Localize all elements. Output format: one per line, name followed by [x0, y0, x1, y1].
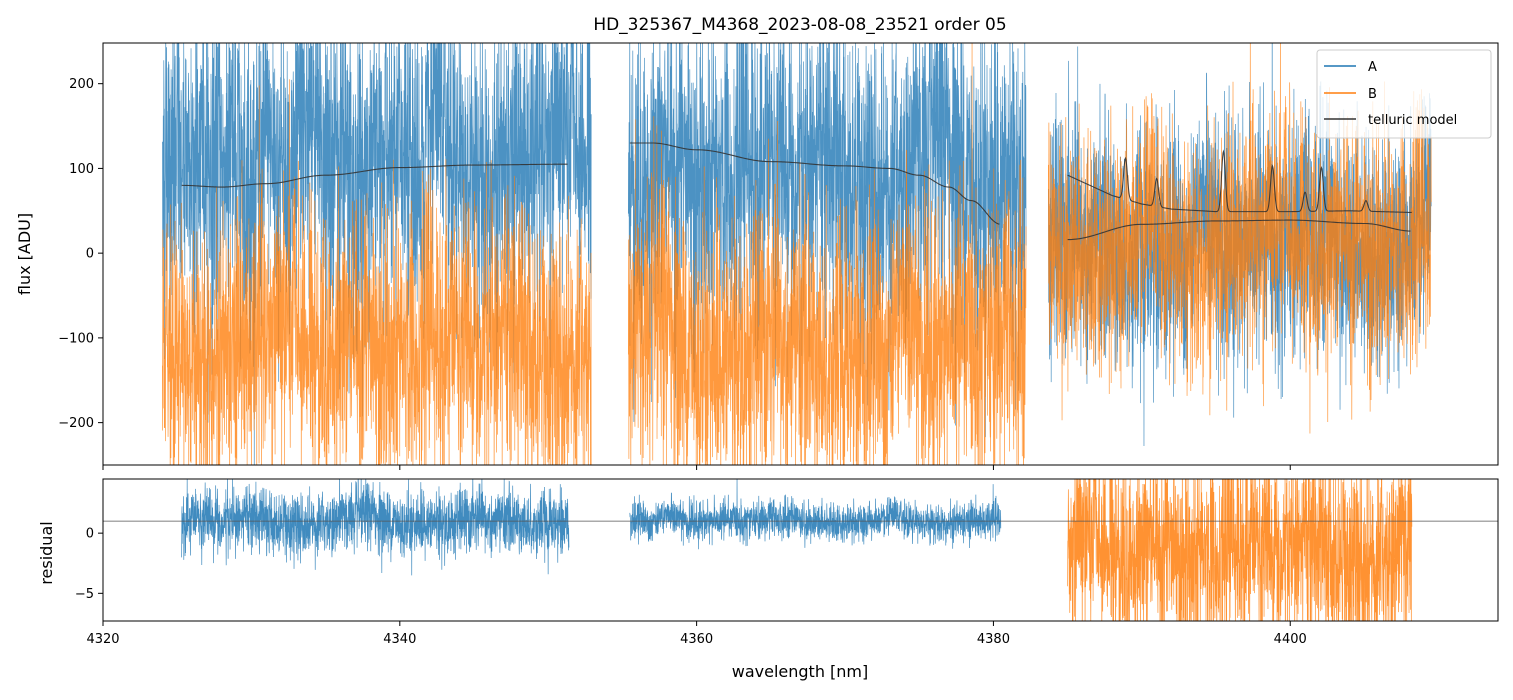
main-plot-area [162, 43, 1432, 465]
residual-y-tick-label: 0 [86, 527, 94, 542]
series-b-segment-2 [1047, 43, 1432, 434]
telluric-model-curve-1 [629, 142, 1000, 225]
telluric-model-emission [1067, 149, 1412, 214]
telluric-model-curve-2 [1067, 219, 1411, 241]
legend-label-telluric: telluric model [1368, 113, 1457, 128]
legend-box [1316, 49, 1492, 139]
residual-axes-frame [102, 478, 1499, 622]
x-tick-label: 4320 [86, 632, 119, 647]
main-y-tick-label: 0 [86, 247, 94, 262]
main-y-tick-label: 100 [69, 162, 94, 177]
legend-label-a: A [1368, 60, 1377, 75]
residual-ticks: −5 0 4320 4340 4360 4380 4400 [75, 527, 1307, 647]
residual-y-tick-label: −5 [75, 587, 94, 602]
residual-series-b-segment-0 [1067, 479, 1413, 621]
residual-plot-area [103, 479, 1498, 621]
main-panel: −200 −100 0 100 200 flux [ADU] A B telluric … [15, 42, 1499, 470]
main-axes-frame [102, 42, 1499, 466]
chart-title: HD_325367_M4368_2023-08-08_23521 order 0… [593, 15, 1006, 35]
main-y-tick-label: −200 [58, 416, 94, 431]
residual-series-a-segment-0 [181, 479, 570, 576]
x-tick-label: 4400 [1274, 632, 1307, 647]
residual-y-axis-label: residual [37, 521, 56, 584]
main-y-ticks: −200 −100 0 100 200 [58, 77, 103, 431]
x-tick-label: 4340 [383, 632, 416, 647]
x-tick-label: 4380 [977, 632, 1010, 647]
main-y-axis-label: flux [ADU] [15, 213, 34, 295]
main-y-tick-label: −100 [58, 331, 94, 346]
x-axis-label: wavelength [nm] [732, 662, 869, 681]
x-tick-label: 4360 [680, 632, 713, 647]
main-x-ticks [102, 465, 1291, 470]
telluric-model-curve-0 [181, 163, 568, 188]
legend: A B telluric model [1316, 49, 1492, 139]
main-y-tick-label: 200 [69, 77, 94, 92]
legend-label-b: B [1368, 87, 1377, 102]
residual-series-a-segment-1 [629, 479, 1002, 550]
residual-panel: −5 0 4320 4340 4360 4380 4400 residual wavelen… [37, 478, 1499, 681]
series-b-segment-0 [162, 79, 592, 465]
series-b-segment-1 [628, 43, 1027, 465]
